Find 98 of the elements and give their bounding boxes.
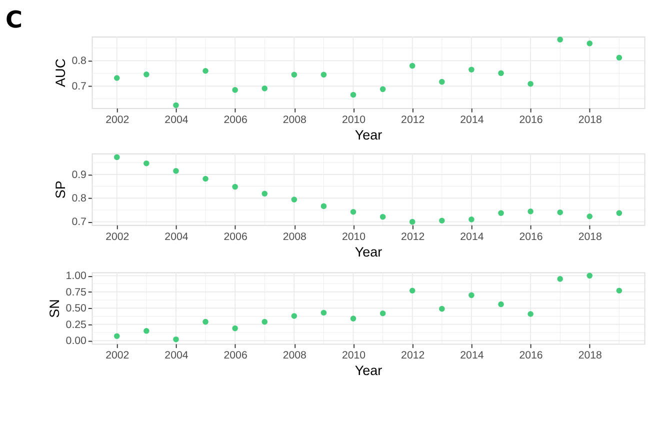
y-tick-label: 1.00 — [66, 270, 87, 282]
point — [202, 68, 208, 74]
point — [557, 36, 563, 42]
point — [320, 72, 327, 78]
x-tick-label: 2010 — [342, 230, 366, 243]
y-tick-label: 0.7 — [72, 216, 87, 228]
point — [173, 168, 179, 174]
x-axis-title: Year — [354, 127, 383, 142]
x-tick-label: 2012 — [401, 114, 425, 126]
point — [202, 318, 208, 325]
point — [498, 210, 504, 216]
y-tick-label: 0.00 — [66, 335, 87, 348]
chart-title: C — [6, 6, 23, 34]
x-tick-label: 2004 — [164, 350, 188, 362]
x-tick-label: 2002 — [106, 350, 130, 362]
point — [144, 72, 150, 78]
point — [291, 313, 298, 319]
x-tick-label: 2002 — [106, 230, 130, 243]
point — [439, 218, 445, 224]
point — [144, 328, 150, 334]
x-tick-label: 2012 — [401, 350, 425, 362]
point — [409, 62, 416, 69]
x-tick-label: 2014 — [460, 230, 484, 243]
point — [468, 216, 474, 222]
point — [468, 66, 474, 72]
x-tick-label: 2018 — [578, 114, 602, 126]
x-tick-label: 2008 — [282, 230, 307, 243]
point — [557, 209, 563, 216]
point — [114, 333, 120, 339]
point — [528, 208, 534, 214]
x-tick-label: 2004 — [164, 114, 188, 126]
point — [262, 190, 268, 197]
point — [468, 292, 474, 298]
point — [557, 276, 563, 282]
point — [380, 86, 386, 92]
point — [439, 306, 445, 312]
point — [498, 301, 504, 308]
point — [291, 72, 298, 78]
point — [616, 210, 622, 216]
point — [528, 80, 534, 87]
point — [409, 288, 416, 294]
point — [380, 214, 386, 220]
point — [232, 184, 238, 190]
point — [439, 78, 445, 85]
point — [350, 316, 356, 322]
y-tick-label: 0.8 — [72, 55, 87, 68]
point — [232, 87, 238, 93]
point — [586, 213, 593, 220]
x-tick-label: 2018 — [578, 350, 602, 362]
x-tick-label: 2016 — [519, 350, 543, 362]
point — [616, 288, 622, 294]
x-tick-label: 2018 — [578, 230, 602, 243]
x-axis-title: Year — [354, 244, 383, 260]
point — [173, 102, 179, 108]
y-axis-title: AUC — [52, 58, 68, 88]
point — [498, 70, 504, 76]
x-tick-label: 2006 — [224, 230, 248, 243]
point — [262, 86, 268, 92]
point — [350, 208, 356, 215]
point — [114, 75, 120, 81]
x-tick-label: 2010 — [342, 350, 366, 362]
y-tick-label: 0.25 — [66, 318, 87, 331]
x-tick-label: 2014 — [460, 350, 484, 362]
x-tick-label: 2004 — [164, 230, 188, 243]
point — [409, 218, 416, 225]
point — [380, 310, 386, 316]
point — [291, 196, 298, 202]
y-tick-label: 0.50 — [66, 302, 87, 315]
point — [202, 176, 208, 182]
point — [114, 154, 120, 160]
x-tick-label: 2006 — [224, 114, 248, 126]
x-tick-label: 2002 — [106, 114, 130, 126]
point — [232, 325, 238, 332]
x-tick-label: 2016 — [519, 114, 543, 126]
x-tick-label: 2006 — [224, 350, 248, 362]
x-tick-label: 2014 — [460, 114, 484, 126]
x-tick-label: 2010 — [342, 114, 366, 126]
point — [320, 203, 327, 210]
point — [528, 311, 534, 317]
y-axis-title: SN — [47, 299, 62, 318]
y-tick-label: 0.8 — [72, 192, 87, 205]
point — [320, 310, 327, 316]
y-tick-label: 0.9 — [72, 168, 87, 181]
point — [173, 336, 179, 342]
y-axis-title: SP — [52, 180, 68, 199]
y-tick-label: 0.7 — [72, 80, 87, 93]
point — [616, 54, 622, 61]
point — [586, 272, 593, 279]
x-tick-label: 2008 — [282, 350, 307, 362]
point — [262, 318, 268, 325]
y-tick-label: 0.75 — [66, 286, 87, 298]
x-tick-label: 2008 — [282, 114, 307, 126]
point — [350, 92, 356, 98]
point — [586, 40, 593, 46]
x-tick-label: 2012 — [401, 230, 425, 243]
point — [144, 160, 150, 166]
x-tick-label: 2016 — [519, 230, 543, 243]
x-axis-title: Year — [354, 363, 383, 378]
